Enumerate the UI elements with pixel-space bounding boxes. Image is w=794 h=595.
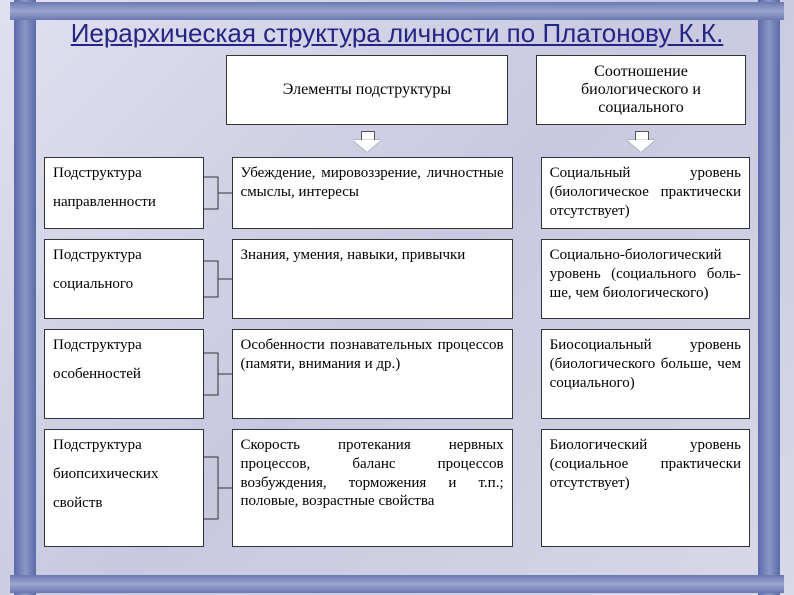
cell-elements: Скорость протекания нервных процессов, б…	[232, 429, 513, 547]
slide: Иерархическая структура личности по Плат…	[0, 0, 794, 595]
connector-icon	[204, 157, 232, 229]
cell-substructure: Подструктура социального	[44, 239, 204, 319]
text: Подструктура	[53, 436, 195, 455]
page-title: Иерархическая структура личности по Плат…	[44, 18, 750, 49]
cell-ratio: Социальный уровень (биологическое практи…	[541, 157, 750, 229]
cell-elements: Знания, умения, навыки, привычки	[232, 239, 513, 319]
cell-substructure: Подструктура биопсихических свойств	[44, 429, 204, 547]
arrow-row	[44, 131, 750, 153]
table-body: Подструктура направленности Убеждение, м…	[44, 157, 750, 547]
cell-elements: Убеждение, мировоззрение, личностные смы…	[232, 157, 513, 229]
connector-icon	[204, 429, 232, 547]
header-ratio: Соотношение биологического и социального	[536, 55, 746, 125]
text: Подструктура	[53, 164, 195, 183]
text: направленности	[53, 193, 195, 212]
table-row: Подструктура социального Знания, умения,…	[44, 239, 750, 319]
cell-ratio: Биосоциальный уровень (биологического бо…	[541, 329, 750, 419]
text: свойств	[53, 494, 195, 513]
table-row: Подструктура особенностей Особенности по…	[44, 329, 750, 419]
cell-substructure: Подструктура направленности	[44, 157, 204, 229]
text: Подструктура	[53, 246, 195, 265]
cell-ratio: Социально-биологический уровень (социаль…	[541, 239, 750, 319]
text: особенностей	[53, 365, 195, 384]
header-elements: Элементы подструктуры	[226, 55, 508, 125]
down-arrow-icon	[353, 131, 381, 153]
table-row: Подструктура биопсихических свойств Скор…	[44, 429, 750, 547]
table-row: Подструктура направленности Убеждение, м…	[44, 157, 750, 229]
cell-elements: Особенности познавательных процессов (па…	[232, 329, 513, 419]
text: социального	[53, 275, 195, 294]
connector-icon	[204, 329, 232, 419]
down-arrow-icon	[627, 131, 655, 153]
cell-substructure: Подструктура особенностей	[44, 329, 204, 419]
connector-icon	[204, 239, 232, 319]
header-row: Элементы подструктуры Соотношение биолог…	[44, 55, 750, 125]
text: Подструктура	[53, 336, 195, 355]
text: биопсихических	[53, 465, 195, 484]
cell-ratio: Биологический уровень (социальное практи…	[541, 429, 750, 547]
